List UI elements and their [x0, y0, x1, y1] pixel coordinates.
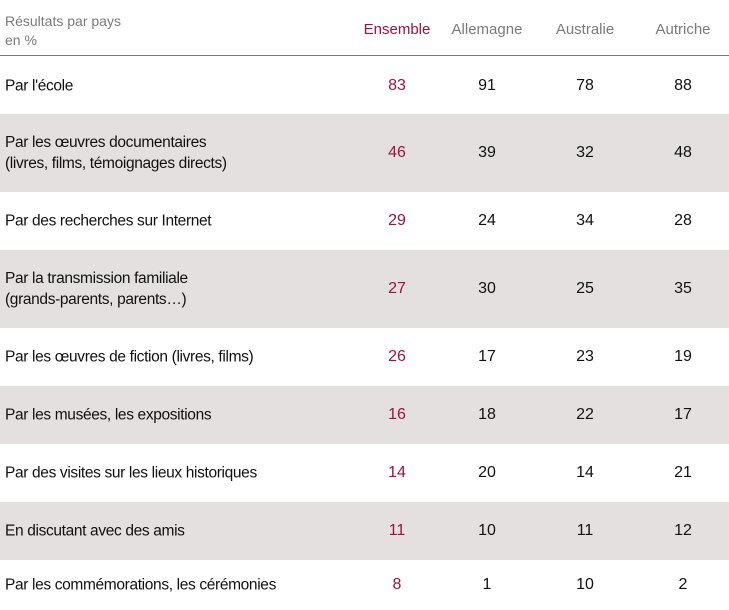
cell-allemagne: 17	[478, 348, 496, 365]
cell-australie: 14	[576, 464, 594, 481]
cell-allemagne: 10	[478, 522, 496, 539]
cell-autriche: 48	[674, 144, 692, 161]
row-label-line: (grands-parents, parents…)	[5, 291, 187, 308]
row-label-line: Par des recherches sur Internet	[5, 212, 212, 230]
table-row: Par les œuvres de fiction (livres, films…	[0, 328, 729, 386]
cell-australie: 32	[576, 144, 594, 161]
cell-australie: 78	[576, 76, 594, 94]
row-label: En discutant avec des amis	[5, 521, 185, 542]
cell-autriche: 28	[674, 212, 692, 229]
cell-allemagne: 39	[478, 144, 496, 161]
cell-autriche: 19	[674, 348, 692, 365]
cell-ensemble: 29	[388, 212, 406, 229]
cell-ensemble: 11	[388, 522, 406, 539]
cell-australie: 34	[576, 212, 594, 229]
row-label: Par les musées, les expositions	[5, 405, 212, 426]
cell-australie: 25	[576, 280, 594, 297]
table-row: Par des visites sur les lieux historique…	[0, 444, 729, 502]
cell-ensemble: 83	[388, 76, 406, 94]
row-label: Par des visites sur les lieux historique…	[5, 463, 257, 484]
table-row: Par l'école 83 91 78 88	[0, 57, 729, 114]
row-label-line: Par les commémorations, les cérémonies	[5, 576, 276, 594]
cell-allemagne: 1	[482, 576, 492, 593]
cell-australie: 10	[576, 576, 594, 593]
cell-autriche: 17	[674, 406, 692, 423]
cell-autriche: 12	[674, 522, 692, 539]
cell-ensemble: 26	[388, 348, 406, 365]
cell-allemagne: 91	[478, 76, 496, 94]
table-row: Par des recherches sur Internet 29 24 34 28	[0, 192, 729, 250]
column-header-autriche: Autriche	[655, 21, 711, 38]
row-label-line: (livres, films, témoignages directs)	[5, 155, 227, 172]
row-label-line: Par des visites sur les lieux historique…	[5, 464, 257, 482]
cell-allemagne: 30	[478, 280, 496, 297]
cell-autriche: 2	[678, 576, 688, 593]
cell-australie: 23	[576, 348, 594, 365]
cell-ensemble: 14	[388, 464, 406, 481]
table-row: Par les commémorations, les cérémonies 8 1…	[0, 560, 729, 610]
cell-ensemble: 27	[388, 280, 406, 297]
row-label: Par l'école	[5, 75, 73, 96]
cell-ensemble: 16	[388, 406, 406, 423]
column-header-australie: Australie	[555, 21, 615, 38]
row-label-line: Par la transmission familiale	[5, 270, 188, 287]
table-row: Par la transmission familiale (grands-par…	[0, 250, 729, 328]
row-label: Par les œuvres de fiction (livres, films…	[5, 347, 254, 368]
cell-australie: 22	[576, 406, 594, 423]
row-label: Par la transmission familiale (grands-par…	[5, 268, 188, 310]
cell-allemagne: 18	[478, 406, 496, 423]
column-header-allemagne: Allemagne	[451, 21, 523, 38]
cell-ensemble: 8	[392, 576, 402, 593]
table-title: Résultats par pays en %	[5, 12, 121, 50]
cell-autriche: 88	[674, 76, 692, 94]
row-label-line: Par les œuvres documentaires	[5, 134, 207, 151]
table-title-line-2: en %	[5, 32, 37, 48]
row-label: Par des recherches sur Internet	[5, 211, 212, 232]
row-label-line: Par les œuvres de fiction (livres, films…	[5, 348, 254, 366]
table-row: En discutant avec des amis 11 10 11 12	[0, 502, 729, 560]
row-label-line: Par les musées, les expositions	[5, 406, 212, 424]
column-header-ensemble: Ensemble	[363, 21, 431, 38]
row-label-line: En discutant avec des amis	[5, 522, 185, 540]
cell-australie: 11	[576, 522, 594, 539]
table-title-line-1: Résultats par pays	[5, 13, 121, 29]
table-row: Par les œuvres documentaires (livres, fil…	[0, 114, 729, 192]
cell-allemagne: 20	[478, 464, 496, 481]
cell-ensemble: 46	[388, 144, 406, 161]
row-label: Par les œuvres documentaires (livres, fil…	[5, 132, 227, 174]
table-row: Par les musées, les expositions 16 18 22 17	[0, 386, 729, 444]
row-label: Par les commémorations, les cérémonies	[5, 575, 276, 596]
cell-autriche: 21	[674, 464, 692, 481]
cell-allemagne: 24	[478, 212, 496, 229]
table-header: Résultats par pays en % Ensemble Allemag…	[0, 0, 729, 56]
cell-autriche: 35	[674, 280, 692, 297]
row-label-line: Par l'école	[5, 77, 74, 94]
